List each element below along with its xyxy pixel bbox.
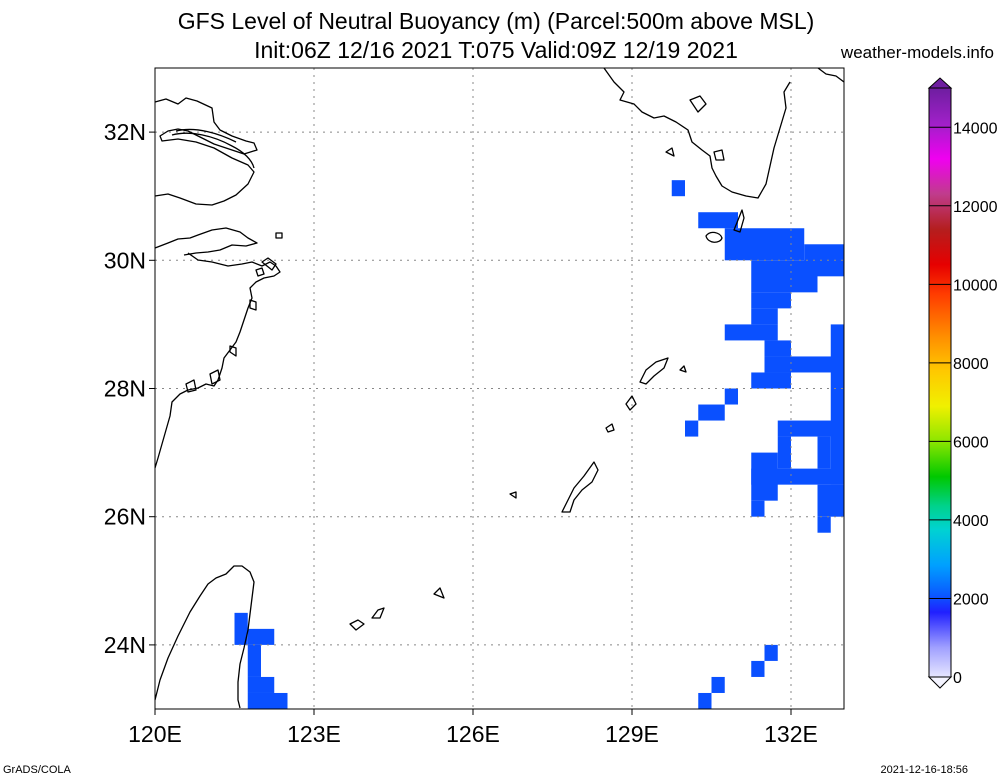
- chart-title: GFS Level of Neutral Buoyancy (m) (Parce…: [177, 8, 815, 34]
- x-tick-label: 120E: [128, 721, 182, 747]
- heatmap-cell-26: [711, 676, 725, 693]
- island-tanega: [733, 209, 745, 233]
- colorbar-tick-label: 0: [953, 670, 962, 687]
- footer-software: GrADS/COLA: [3, 764, 71, 776]
- island-k: [689, 95, 707, 113]
- colorbar-tick-label: 14000: [953, 120, 998, 137]
- heatmap-cell-5: [751, 292, 791, 309]
- colorbar-tick-label: 10000: [953, 277, 998, 294]
- heatmap-cell-10: [764, 356, 844, 373]
- zhejiang-coast: [154, 252, 281, 469]
- island-h: [665, 147, 675, 157]
- colorbar-tick-label: 6000: [953, 434, 989, 451]
- y-tick-label: 26N: [104, 504, 146, 530]
- heatmap-cell-29: [247, 628, 275, 645]
- y-tick-label: 24N: [104, 632, 146, 658]
- y-tick-label: 30N: [104, 247, 146, 273]
- island-b: [625, 395, 637, 411]
- colorbar-tick-label: 2000: [953, 591, 989, 608]
- site-label: weather-models.info: [840, 43, 994, 62]
- island-d: [509, 491, 517, 499]
- island-e: [371, 607, 385, 619]
- island-small: [275, 232, 283, 239]
- heatmap-cell-24: [764, 644, 778, 661]
- heatmap-cell-21: [751, 500, 765, 517]
- yangtze-bank: [171, 132, 255, 169]
- colorbar-bar: [928, 87, 952, 678]
- island-f: [433, 587, 445, 599]
- island-c: [605, 423, 615, 433]
- hangzhou-bay: [154, 227, 258, 256]
- colorbar-tick-label: 12000: [953, 199, 998, 216]
- heatmap-cell-1: [698, 212, 738, 229]
- heatmap-cell-4: [751, 260, 818, 293]
- heatmap-cell-16: [777, 420, 844, 437]
- heatmap-cell-6: [751, 308, 778, 325]
- heatmap-cell-28: [234, 612, 248, 645]
- colorbar-ticks: 0 2000 4000 6000 8000 10000 12000 14000: [929, 120, 998, 687]
- heatmap-cell-31: [247, 676, 275, 693]
- kyushu-east: [817, 67, 845, 83]
- colorbar-tick-label: 8000: [953, 356, 989, 373]
- colorbar-tick-label: 4000: [953, 513, 989, 530]
- x-tick-label: 132E: [764, 721, 818, 747]
- y-axis: 24N 26N 28N 30N 32N: [104, 119, 155, 658]
- heatmap-cell-8: [764, 340, 791, 357]
- heatmap-cell-27: [698, 692, 712, 709]
- grid-lines: [155, 68, 844, 709]
- island-miyako: [349, 619, 365, 631]
- x-tick-label: 126E: [446, 721, 500, 747]
- heatmap-cells: [234, 180, 844, 709]
- heatmap-cell-13: [698, 404, 725, 421]
- china-coastline: [154, 97, 258, 206]
- heatmap-cell-20: [751, 468, 844, 485]
- footer-timestamp: 2021-12-16-18:56: [880, 764, 968, 776]
- y-tick-label: 32N: [104, 119, 146, 145]
- island-i: [705, 231, 723, 243]
- heatmap-cell-7: [724, 324, 778, 341]
- heatmap-cell-17: [777, 436, 791, 469]
- yangtze-bank-2: [175, 128, 237, 143]
- heatmap-cell-18: [817, 436, 831, 469]
- heatmap-cell-23: [817, 516, 831, 533]
- chart-subtitle: Init:06Z 12/16 2021 T:075 Valid:09Z 12/1…: [254, 37, 738, 63]
- x-axis: 120E 123E 126E 129E 132E: [128, 709, 818, 747]
- colorbar-top-arrow: [927, 77, 953, 89]
- x-tick-label: 129E: [605, 721, 659, 747]
- colorbar: 0 2000 4000 6000 8000 10000 12000 14000: [927, 77, 998, 689]
- kyushu-coastline: [603, 67, 791, 199]
- heatmap-cell-11: [751, 372, 791, 389]
- heatmap-cell-0: [671, 180, 685, 197]
- heatmap-cell-12: [724, 388, 738, 405]
- taiwan-coastline: [154, 565, 255, 709]
- island-g: [679, 365, 687, 373]
- island-okinawa: [561, 461, 599, 513]
- coastlines: [154, 67, 845, 709]
- island-amami: [639, 357, 669, 385]
- heatmap-cell-25: [751, 660, 765, 677]
- zhejiang-isles: [185, 257, 277, 393]
- island-j: [713, 149, 725, 161]
- heatmap-cell-30: [247, 644, 261, 677]
- heatmap-cell-22: [817, 484, 844, 517]
- heatmap-cell-2: [724, 228, 805, 261]
- y-tick-label: 28N: [104, 376, 146, 402]
- colorbar-bottom-arrow: [927, 676, 953, 689]
- heatmap-cell-32: [247, 692, 288, 709]
- x-tick-label: 123E: [287, 721, 341, 747]
- heatmap-cell-15: [830, 388, 844, 485]
- heatmap-cell-14: [685, 420, 699, 437]
